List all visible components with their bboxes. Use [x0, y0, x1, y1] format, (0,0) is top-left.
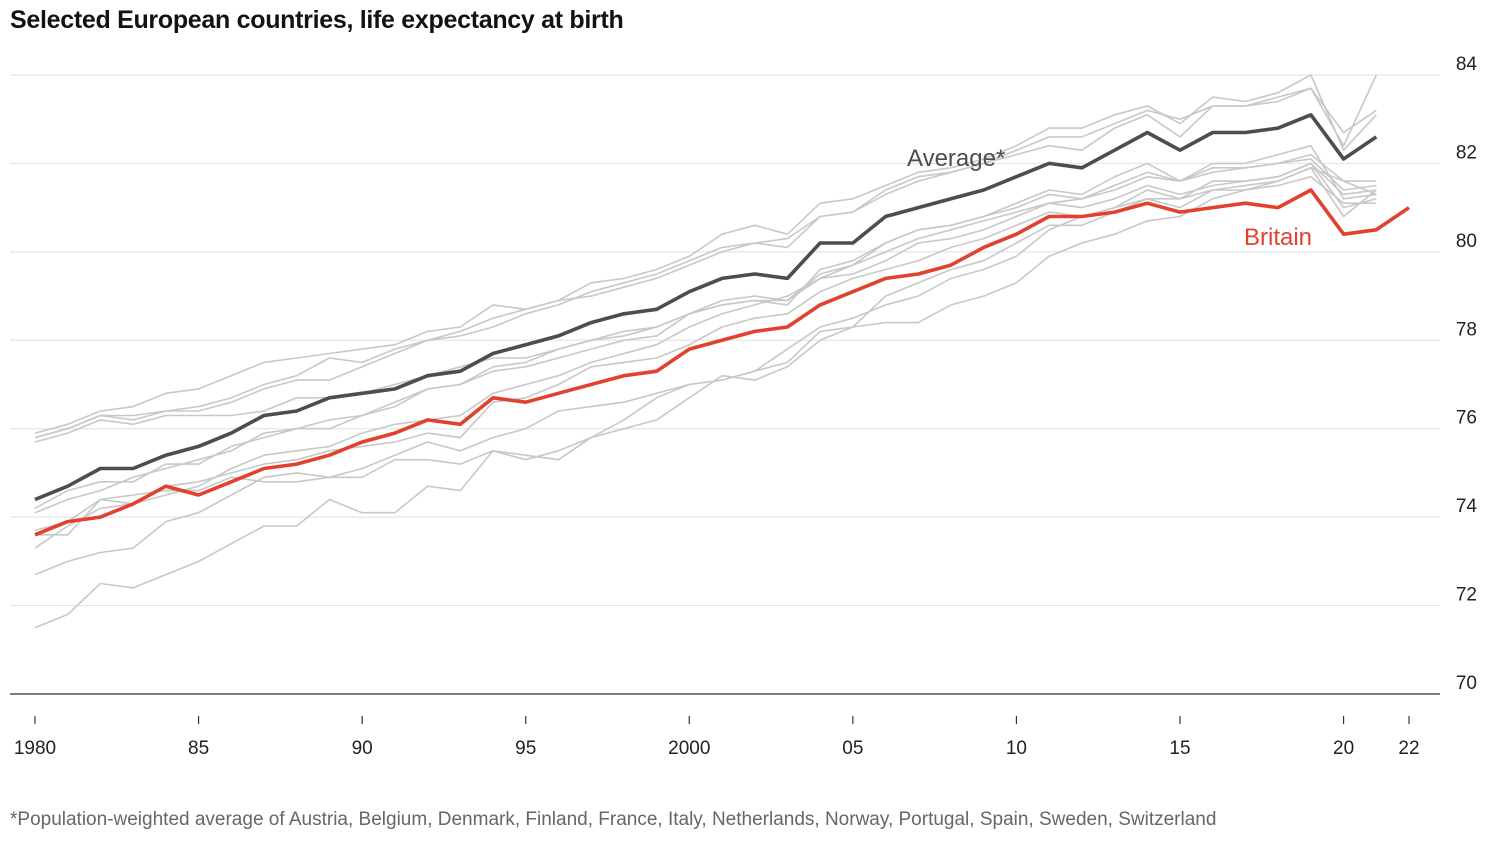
- country-line-8: [34, 162, 1377, 549]
- x-tick-label: 2000: [668, 738, 710, 759]
- y-tick-label: 74: [1456, 496, 1478, 517]
- x-axis: 1980 85 90 95 2000 05 10 15 20 22: [10, 693, 1440, 759]
- average-line: [34, 113, 1378, 502]
- y-tick-label: 82: [1456, 142, 1477, 163]
- highlight-lines: [34, 113, 1411, 537]
- chart-title: Selected European countries, life expect…: [10, 6, 624, 34]
- country-lines: [34, 74, 1378, 629]
- country-line-2: [34, 74, 1377, 434]
- footnote: *Population-weighted average of Austria,…: [10, 809, 1217, 830]
- country-line-1: [34, 87, 1377, 439]
- britain-line: [34, 188, 1411, 537]
- x-tick-label: 95: [515, 738, 536, 759]
- x-tick-label: 1980: [14, 738, 56, 759]
- x-tick-label: 90: [352, 738, 373, 759]
- y-tick-label: 76: [1456, 408, 1477, 429]
- y-tick-label: 72: [1456, 585, 1477, 606]
- series-labels: Average* Britain: [907, 145, 1312, 251]
- y-tick-label: 78: [1456, 319, 1477, 340]
- y-axis: 70 72 74 76 78 80 82 84: [1456, 54, 1478, 694]
- x-tick-label: 20: [1333, 738, 1354, 759]
- britain-label: Britain: [1244, 224, 1312, 251]
- country-line-7: [34, 162, 1377, 532]
- x-tick-label: 05: [842, 738, 863, 759]
- x-tick-label: 10: [1006, 738, 1027, 759]
- x-tick-label: 85: [188, 738, 209, 759]
- country-line-5: [34, 144, 1377, 510]
- y-tick-label: 84: [1456, 54, 1478, 75]
- country-line-6: [34, 158, 1377, 514]
- country-line-10: [34, 167, 1377, 576]
- y-tick-label: 80: [1456, 231, 1477, 252]
- y-tick-label: 70: [1456, 673, 1477, 694]
- country-line-11: [34, 167, 1377, 629]
- x-tick-label: 15: [1169, 738, 1190, 759]
- country-line-3: [34, 74, 1378, 439]
- average-label: Average*: [907, 145, 1005, 172]
- x-tick-label: 22: [1398, 738, 1419, 759]
